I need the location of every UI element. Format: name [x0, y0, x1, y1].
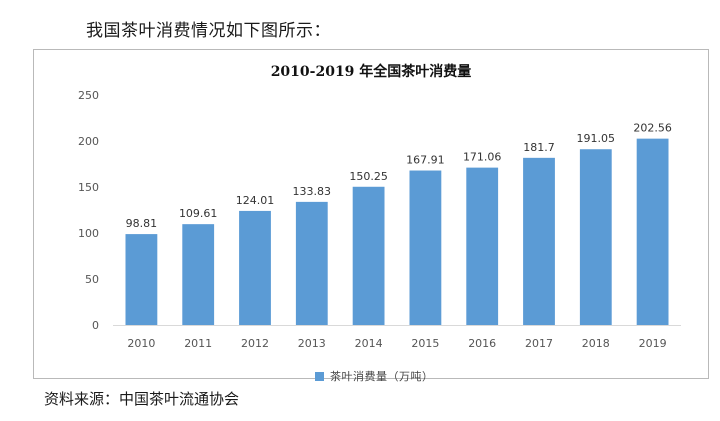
- data-label-2016: 171.06: [463, 151, 502, 164]
- bar-2017: [523, 157, 555, 325]
- chart-container: 2010-2019 年全国茶叶消费量 0 50 100 150 200 250 98.81…: [33, 49, 709, 383]
- intro-text: 我国茶叶消费情况如下图所示：: [86, 21, 331, 41]
- x-tick-label-2019: 2019: [639, 337, 667, 350]
- data-label-2019: 202.56: [633, 122, 672, 135]
- x-tick-label-2015: 2015: [411, 337, 439, 350]
- y-tick-label: 50: [85, 273, 99, 286]
- data-label-2014: 150.25: [349, 170, 388, 183]
- x-tick-label-2010: 2010: [127, 337, 155, 350]
- x-tick-label-2013: 2013: [298, 337, 326, 350]
- legend-swatch: [315, 371, 324, 381]
- bar-2014: [352, 186, 385, 325]
- data-label-2017: 181.7: [523, 141, 555, 154]
- legend-label: 茶叶消费量（万吨）: [330, 370, 434, 383]
- bar-2010: [125, 234, 158, 325]
- y-tick-label: 100: [78, 227, 99, 240]
- x-tick-label-2016: 2016: [468, 337, 496, 350]
- data-label-2013: 133.83: [293, 185, 332, 198]
- bar-2011: [182, 224, 215, 325]
- bar-2012: [239, 210, 271, 325]
- x-tick-label-2017: 2017: [525, 337, 553, 350]
- y-tick-label: 0: [92, 319, 99, 332]
- bar-2016: [466, 167, 499, 325]
- data-label-2015: 167.91: [406, 154, 445, 167]
- y-tick-label: 250: [78, 89, 99, 102]
- legend: 茶叶消费量（万吨）: [315, 368, 434, 384]
- data-label-2012: 124.01: [236, 194, 275, 207]
- bar-2015: [409, 170, 442, 325]
- bar-2018: [579, 149, 612, 325]
- chart-title: 2010-2019 年全国茶叶消费量: [270, 64, 472, 80]
- x-tick-label-2012: 2012: [241, 337, 269, 350]
- source-note: 资料来源：中国茶叶流通协会: [44, 390, 240, 408]
- data-label-2010: 98.81: [126, 217, 158, 230]
- bar-2013: [295, 201, 328, 325]
- data-label-2011: 109.61: [179, 207, 218, 220]
- bar-chart-plot: 0 50 100 150 200 250 98.81 109.61 124.01 133.83 1…: [78, 89, 681, 350]
- x-tick-label-2011: 2011: [184, 337, 212, 350]
- data-label-2018: 191.05: [577, 132, 616, 145]
- y-tick-label: 200: [78, 135, 99, 148]
- y-tick-label: 150: [78, 181, 99, 194]
- bar-2019: [636, 138, 669, 325]
- x-tick-label-2018: 2018: [582, 337, 610, 350]
- x-tick-label-2014: 2014: [355, 337, 383, 350]
